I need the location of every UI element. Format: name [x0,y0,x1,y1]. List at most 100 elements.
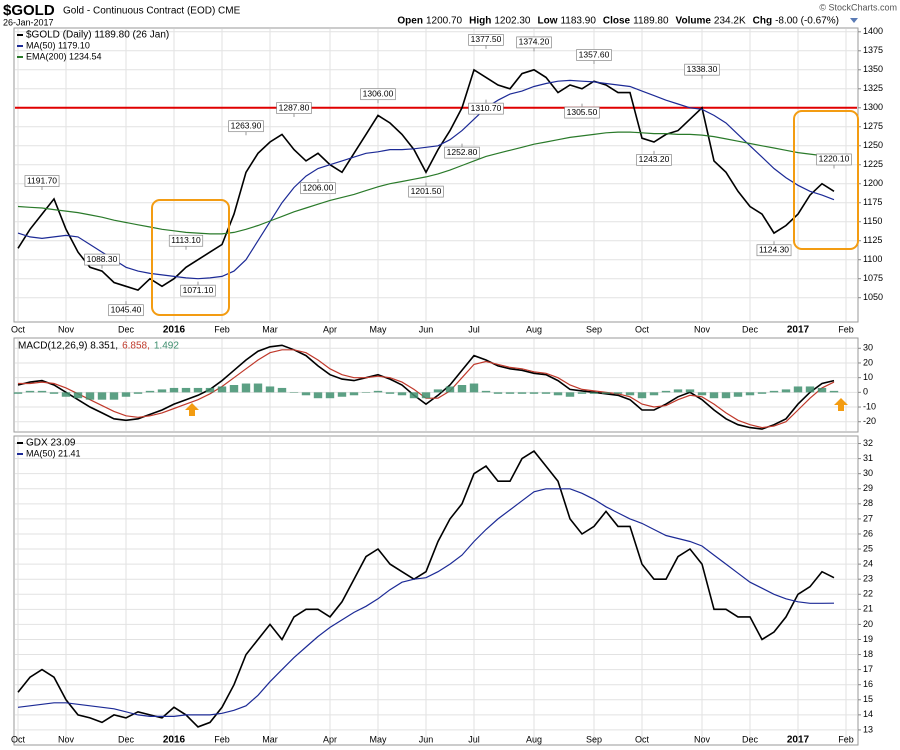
histogram-bar [529,392,539,394]
annotation-label: 1252.80 [447,147,478,157]
annotation-label: 1377.50 [471,34,502,44]
x-tick-label: Jul [468,734,480,744]
annotation: 1071.10 [180,284,216,297]
histogram-bar [745,392,755,396]
x-tick-label: Nov [58,734,75,744]
y-tick-label: 30 [863,343,873,353]
histogram-bar [445,386,455,393]
y-tick-label: 13 [863,724,873,734]
x-tick-label: Dec [742,734,759,744]
histogram-bar [433,389,443,393]
series-line [17,131,835,235]
histogram-bar [109,392,119,400]
annotation-box [408,185,444,198]
quote-label: Close [603,16,631,27]
annotation-box [444,146,480,159]
histogram-bar [73,392,83,399]
y-tick-label: 29 [863,483,873,493]
quote-label: Open [397,16,423,27]
histogram-bar [469,383,479,393]
instrument-name: Gold - Continuous Contract (EOD) CME [63,6,241,17]
annotation-label: 1243.20 [639,154,670,164]
y-tick-label: 16 [863,679,873,689]
histogram-bar [337,392,347,397]
histogram-bar [193,387,203,393]
annotation: 1310.70 [468,102,504,115]
quote-label: Low [537,16,557,27]
annotation-label: 1071.10 [183,285,214,295]
histogram-bar [661,390,671,393]
histogram-bar [697,392,707,396]
x-tick-label: Mar [262,324,278,334]
histogram-bar [781,389,791,393]
x-tick-label: Feb [838,734,854,744]
annotation-label: 1220.10 [819,154,850,164]
quote-value: -8.00 (-0.67%) [775,16,839,27]
highlight-box [793,110,859,250]
y-tick-label: 1175 [863,197,882,207]
x-tick-label: 2017 [787,735,810,746]
x-tick-label: Dec [742,324,759,334]
histogram-bar [373,390,383,393]
y-tick-label: 27 [863,513,873,523]
x-tick-label: Jul [468,324,480,334]
y-tick-label: 25 [863,543,873,553]
histogram-bar [793,386,803,393]
histogram-bar [673,389,683,393]
x-tick-label: Feb [214,324,230,334]
dropdown-icon[interactable] [850,18,858,23]
quote-value: 1200.70 [426,16,463,27]
panel-frame [13,435,859,746]
y-tick-label: 15 [863,694,873,704]
quote-label: Chg [753,16,772,27]
histogram-bar [25,390,35,393]
x-tick-label: Oct [11,734,26,744]
y-tick-label: 18 [863,649,873,659]
legend-entry: 1.492 [154,341,179,352]
histogram-bar [805,386,815,393]
y-tick-label: 21 [863,604,873,614]
histogram-bar [589,392,599,394]
annotation: 1220.10 [816,153,852,166]
annotation-label: 1310.70 [471,103,502,113]
annotation: 1263.90 [228,120,264,133]
histogram-bar [601,392,611,394]
annotation-box [636,154,672,166]
x-tick-label: Aug [526,324,542,334]
histogram-bar [685,389,695,393]
annotation-label: 1201.50 [411,186,442,196]
x-tick-label: 2016 [163,325,186,336]
histogram-bar [13,392,23,394]
annotation-label: 1305.50 [567,107,598,117]
histogram-bar [709,392,719,399]
x-tick-label: Jun [419,734,434,744]
histogram-bar [577,392,587,394]
series-line [17,488,835,717]
histogram-bar [121,392,131,397]
y-tick-label: 28 [863,498,873,508]
histogram-bar [325,392,335,399]
annotation-box [756,244,792,257]
annotation: 1191.70 [24,175,60,187]
y-tick-label: 30 [863,468,873,478]
quote-value: 234.2K [714,16,746,27]
annotation: 1357.60 [576,49,612,61]
annotation-label: 1287.80 [279,102,310,112]
annotation: 1287.80 [276,102,312,114]
y-tick-label: 1100 [863,254,882,264]
annotation: 1124.30 [756,244,792,257]
x-tick-label: Jun [419,324,434,334]
annotation-box [576,49,612,61]
histogram-bar [181,387,191,393]
x-tick-label: May [369,324,387,334]
histogram-bar [133,392,143,394]
y-tick-label: 14 [863,709,873,719]
histogram-bar [565,392,575,397]
histogram-bar [649,392,659,396]
histogram-bar [637,392,647,399]
histogram-bar [361,392,371,393]
histogram-bar [229,385,239,393]
annotation-box [816,153,852,166]
legend-entry: GDX 23.09 [26,438,76,449]
histogram-bar [397,392,407,396]
